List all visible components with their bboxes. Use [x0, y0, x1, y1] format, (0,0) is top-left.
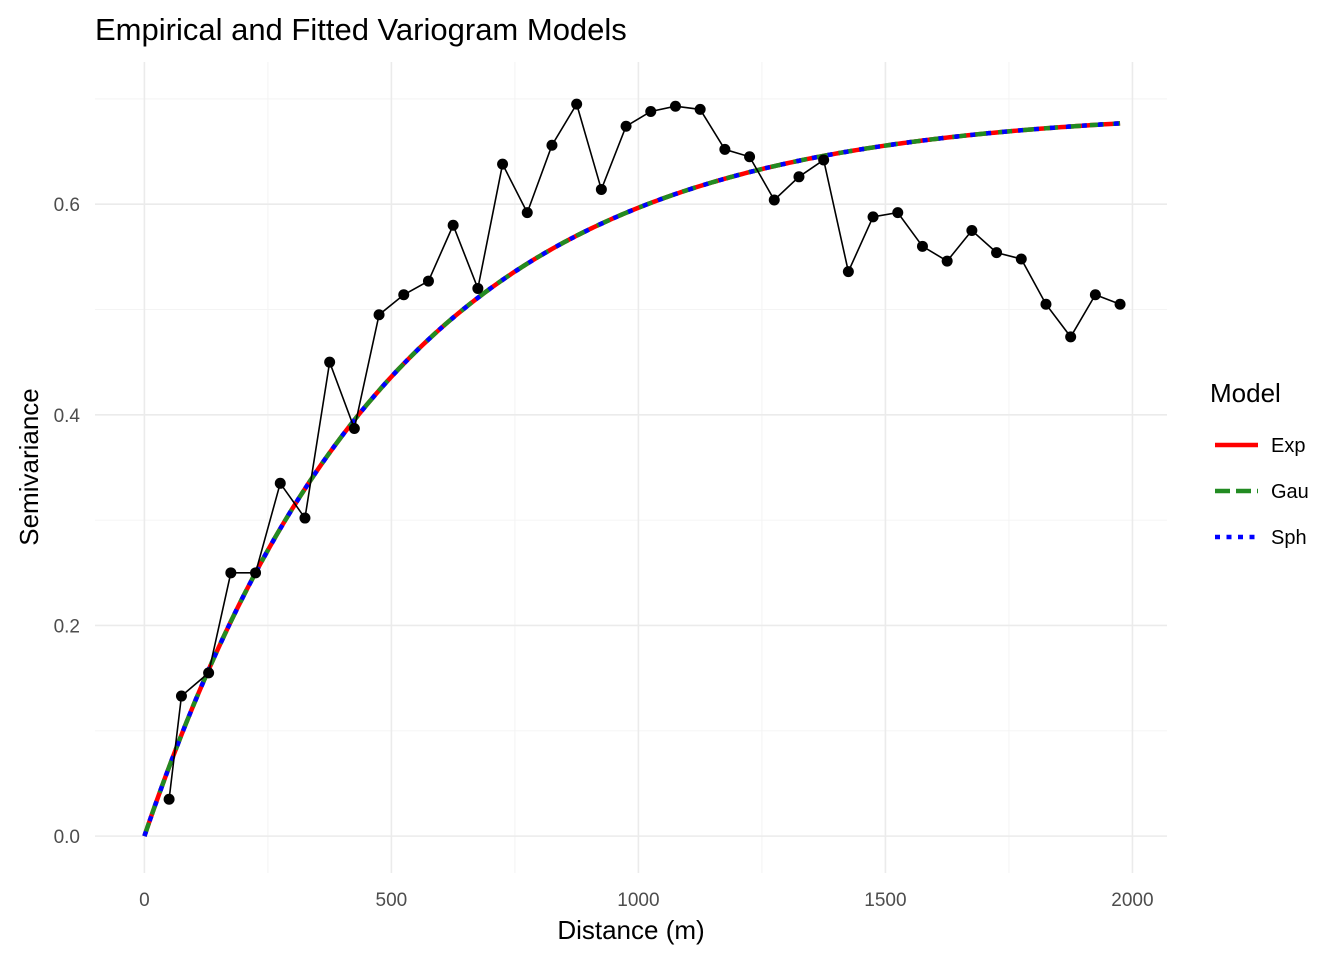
x-tick-label: 0	[139, 890, 150, 911]
y-tick-label: 0.0	[54, 827, 80, 848]
empirical-point	[324, 356, 336, 368]
empirical-point	[793, 171, 805, 183]
empirical-point	[916, 240, 928, 252]
empirical-point	[175, 690, 187, 702]
empirical-point	[620, 120, 632, 132]
empirical-point	[1114, 298, 1126, 310]
empirical-point	[571, 98, 583, 110]
empirical-point	[447, 219, 459, 231]
empirical-point	[744, 151, 756, 163]
empirical-point	[669, 100, 681, 112]
empirical-point	[1015, 253, 1027, 265]
y-axis-ticks: 0.0 0.2 0.4 0.6	[54, 195, 81, 848]
empirical-point	[1040, 298, 1052, 310]
x-tick-label: 500	[376, 890, 408, 911]
empirical-point	[818, 154, 830, 166]
empirical-series	[163, 98, 1126, 805]
x-tick-label: 1000	[617, 890, 659, 911]
x-tick-label: 1500	[864, 890, 906, 911]
empirical-point	[373, 309, 385, 321]
empirical-point	[497, 158, 509, 170]
empirical-line	[168, 102, 1121, 800]
legend-label-gau: Gau	[1271, 481, 1309, 503]
empirical-point	[521, 207, 533, 219]
y-tick-label: 0.4	[54, 406, 81, 427]
legend-label-sph: Sph	[1271, 527, 1307, 549]
empirical-point	[274, 477, 286, 489]
empirical-point	[299, 512, 311, 524]
empirical-point	[398, 289, 410, 301]
empirical-point	[422, 275, 434, 287]
empirical-point	[348, 423, 360, 435]
empirical-point	[941, 255, 953, 267]
empirical-point	[966, 225, 978, 237]
y-tick-label: 0.6	[54, 195, 80, 216]
empirical-point	[1089, 289, 1101, 301]
empirical-point	[842, 266, 854, 278]
x-axis-title: Distance (m)	[557, 915, 704, 945]
empirical-point	[163, 793, 175, 805]
empirical-point	[472, 282, 484, 294]
empirical-point	[768, 194, 780, 206]
grid-minor	[95, 62, 1167, 873]
empirical-point	[225, 567, 237, 579]
x-tick-label: 2000	[1111, 890, 1153, 911]
empirical-point	[1065, 331, 1077, 343]
empirical-point	[595, 183, 607, 195]
empirical-point	[892, 207, 904, 219]
grid-major	[95, 62, 1167, 873]
y-tick-label: 0.2	[54, 616, 80, 637]
x-axis-ticks: 0 500 1000 1500 2000	[139, 890, 1153, 911]
empirical-point	[719, 143, 731, 155]
chart-title: Empirical and Fitted Variogram Models	[95, 12, 627, 47]
empirical-point	[645, 106, 657, 118]
empirical-point	[546, 139, 558, 151]
legend: Model Exp Gau Sph	[1210, 378, 1309, 549]
legend-label-exp: Exp	[1271, 435, 1305, 457]
y-axis-title: Semivariance	[14, 388, 44, 546]
empirical-point	[991, 247, 1003, 259]
model-lines	[142, 121, 1121, 837]
model-line-sph	[142, 121, 1121, 837]
empirical-point	[694, 103, 706, 115]
empirical-point	[250, 567, 262, 579]
legend-title: Model	[1210, 378, 1281, 408]
empirical-point	[203, 667, 215, 679]
empirical-point	[867, 211, 879, 223]
